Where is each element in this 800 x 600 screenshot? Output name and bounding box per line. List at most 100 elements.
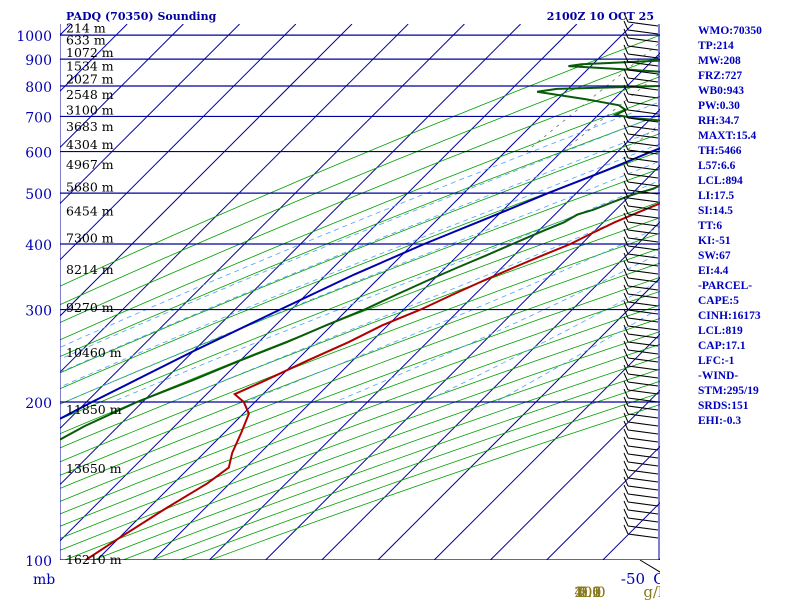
wind-barb-shaft [627, 469, 659, 475]
moist-adiabat-line [60, 128, 660, 373]
wind-barb-shaft [627, 493, 659, 499]
isotherm-line [377, 277, 660, 560]
pressure-tick-label: 300 [25, 304, 52, 320]
wind-barb-shaft [627, 141, 659, 147]
wind-barb-feather [623, 452, 629, 463]
wind-barb-feather [623, 484, 629, 495]
index-row: EHI:-0.3 [698, 415, 742, 427]
axis-labels: 100 200 300 400 500 600 700 800 900 1000 16210 m 13… [16, 20, 660, 600]
pressure-tick-label: 200 [25, 396, 52, 412]
wind-barb-shaft [627, 285, 659, 291]
height-label: 214 m [66, 20, 106, 35]
wind-barb-feather [623, 364, 629, 375]
dry-adiabat-line [60, 247, 660, 476]
sounding-series [60, 59, 660, 560]
wind-barb-shaft [627, 373, 659, 379]
wind-barb-feather [623, 308, 629, 319]
background-lines [60, 24, 660, 560]
dry-adiabat-line [60, 290, 660, 515]
wind-barb-shaft [627, 133, 659, 139]
height-label: 11850 m [66, 402, 122, 417]
wind-barb-feather [623, 348, 629, 359]
skewt-chart: 100 200 300 400 500 600 700 800 900 1000 16210 m 13… [16, 10, 660, 600]
wind-barb-shaft [627, 61, 659, 67]
wind-barb-feather [623, 476, 629, 487]
wind-barb-feather [623, 340, 629, 351]
index-row: L57:6.6 [698, 160, 736, 172]
index-row: CAPE:5 [698, 295, 739, 307]
wind-barb-feather [623, 164, 629, 175]
index-row: LI:17.5 [698, 190, 735, 202]
dry-adiabat-line [60, 217, 660, 449]
wind-barb-feather [623, 524, 629, 535]
wind-barb-feather [623, 276, 629, 287]
wind-barb-shaft [627, 157, 659, 163]
wind-barb-shaft [627, 181, 659, 187]
pressure-tick-label: 700 [25, 110, 52, 126]
wind-barb-feather [623, 60, 629, 71]
isotherm-line [60, 24, 353, 317]
wind-barb-shaft [627, 197, 659, 203]
wind-barb-shaft [627, 245, 659, 251]
isotherm-line [60, 24, 521, 486]
mixing-ratio-tick-label: 40.0 [574, 585, 605, 600]
wind-barbs [623, 12, 660, 573]
wind-barb-feather [623, 68, 629, 79]
wind-barb-feather [623, 388, 629, 399]
wind-barb-shaft [627, 101, 659, 107]
wind-barb-shaft [627, 429, 659, 435]
index-row: SRDS:151 [698, 400, 749, 412]
wind-barb-feather [623, 204, 629, 215]
moist-adiabat-line [64, 160, 660, 403]
moist-adiabat-line [60, 114, 660, 360]
wind-barb-shaft [627, 173, 659, 179]
wind-barb-shaft [627, 149, 659, 155]
isotherm-line [321, 221, 660, 560]
wind-barb-shaft [627, 77, 659, 83]
wind-barb-shaft [627, 261, 659, 267]
chart-title: PADQ (70350) Sounding [66, 10, 217, 23]
wind-barb-feather [623, 436, 629, 447]
moist-adiabat-line [60, 101, 660, 348]
height-label: 2548 m [66, 87, 114, 102]
dry-adiabat-line [122, 368, 660, 560]
index-row: WMO:70350 [698, 25, 762, 37]
wind-barb-shaft [627, 413, 659, 419]
index-row: WB0:943 [698, 85, 744, 97]
wind-barb-feather [623, 20, 629, 31]
pressure-tick-label: 600 [25, 146, 52, 162]
isotherm-line [490, 389, 660, 560]
wind-barb-shaft [627, 445, 659, 451]
index-row: LFC:-1 [698, 355, 735, 367]
wind-barb-shaft [627, 421, 659, 427]
wind-barb-feather [623, 324, 629, 335]
pressure-unit-label: mb [33, 572, 55, 588]
wind-barb-shaft [627, 509, 659, 515]
moist-adiabat-line [334, 252, 660, 403]
wind-barb-feather [623, 404, 629, 415]
wind-barb-feather [623, 140, 629, 151]
pressure-tick-label: 500 [25, 187, 52, 203]
wind-barb-shaft [627, 253, 659, 259]
index-row: KI:-51 [698, 235, 731, 247]
mixing-ratio-tick-label: 20.0 [574, 585, 605, 600]
index-row: LCL:819 [698, 325, 743, 337]
wind-barb-shaft [627, 325, 659, 331]
celsius-unit-label: C [653, 570, 660, 588]
moist-adiabat-line [245, 226, 660, 403]
mixing-ratio-tick-label: 0.1 [579, 585, 601, 600]
wind-barb-shaft [627, 229, 659, 235]
wind-barb-shaft [627, 277, 659, 283]
wind-barb-shaft [627, 205, 659, 211]
wind-barb-shaft [627, 477, 659, 483]
wind-barb-feather [623, 132, 629, 143]
isotherm-line [60, 24, 184, 149]
isotherm-line [60, 24, 578, 542]
index-row: SW:67 [698, 250, 731, 262]
wind-barb-feather [623, 244, 629, 255]
wind-barb-feather [623, 372, 629, 383]
wind-barb-shaft [627, 85, 659, 91]
isotherm-line [60, 24, 465, 430]
height-label: 5680 m [66, 179, 114, 194]
wind-barb-shaft [627, 221, 659, 227]
